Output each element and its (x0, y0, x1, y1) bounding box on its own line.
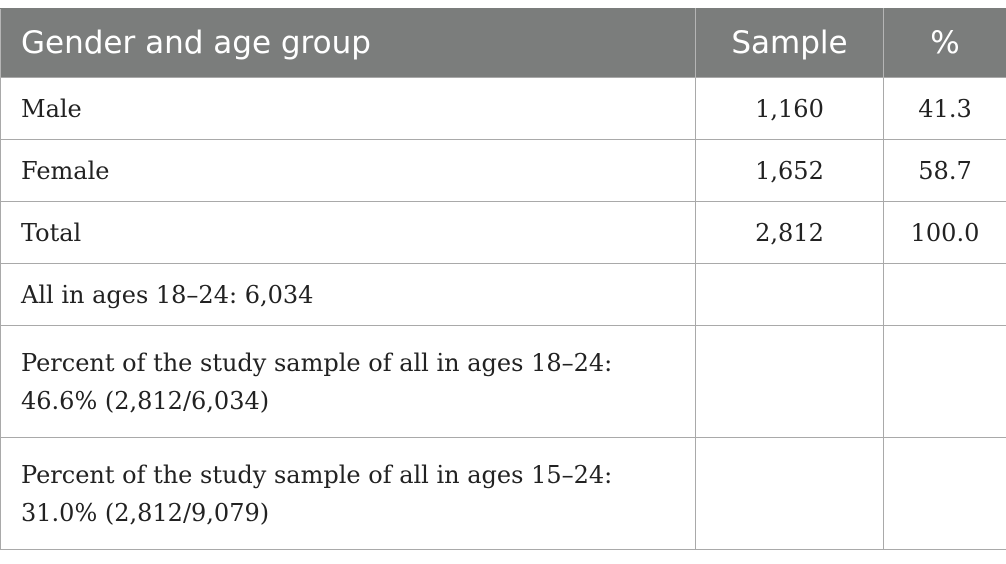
table-row: Percent of the study sample of all in ag… (0, 325, 1006, 438)
column-header-percent: % (883, 8, 1006, 78)
table-row: Male 1,160 41.3 (0, 77, 1006, 140)
table-row: Percent of the study sample of all in ag… (0, 437, 1006, 550)
row-label: Total (0, 201, 696, 264)
column-header-gender-age: Gender and age group (0, 8, 696, 78)
table-row: All in ages 18–24: 6,034 (0, 263, 1006, 326)
data-table-container: Gender and age group Sample % Male 1,160… (0, 8, 1006, 550)
row-percent: 100.0 (883, 201, 1006, 264)
row-sample (695, 437, 884, 550)
row-sample: 1,160 (695, 77, 884, 140)
row-label: Percent of the study sample of all in ag… (0, 325, 696, 438)
row-label: Male (0, 77, 696, 140)
table-row: Total 2,812 100.0 (0, 201, 1006, 264)
row-label: Percent of the study sample of all in ag… (0, 437, 696, 550)
row-label: All in ages 18–24: 6,034 (0, 263, 696, 326)
row-sample (695, 325, 884, 438)
row-percent (883, 263, 1006, 326)
data-table: Gender and age group Sample % Male 1,160… (0, 8, 1006, 550)
row-percent: 41.3 (883, 77, 1006, 140)
row-sample: 1,652 (695, 139, 884, 202)
row-percent: 58.7 (883, 139, 1006, 202)
table-row: Female 1,652 58.7 (0, 139, 1006, 202)
row-label: Female (0, 139, 696, 202)
table-header-row: Gender and age group Sample % (0, 8, 1006, 78)
row-sample: 2,812 (695, 201, 884, 264)
column-header-sample: Sample (695, 8, 884, 78)
row-percent (883, 325, 1006, 438)
row-sample (695, 263, 884, 326)
row-percent (883, 437, 1006, 550)
